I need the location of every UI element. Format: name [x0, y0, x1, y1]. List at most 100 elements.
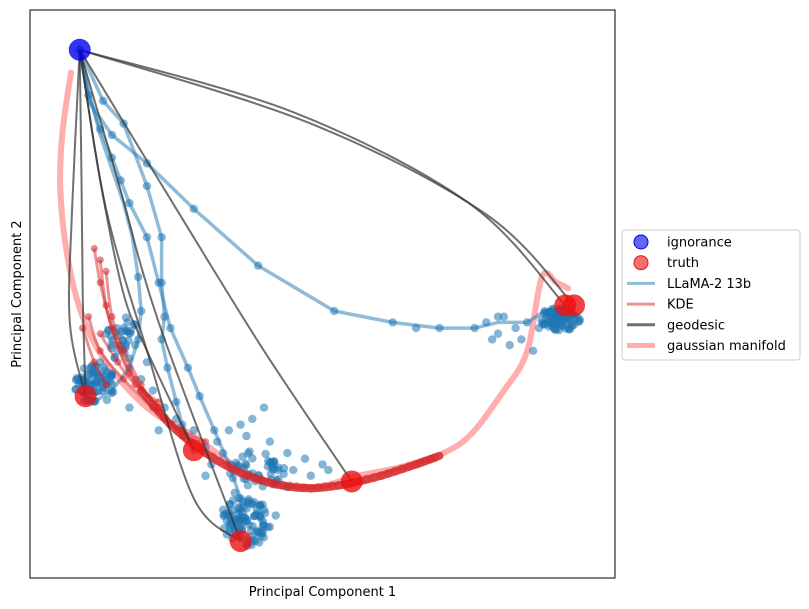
- legend: ignorance truth LLaMA-2 13b KDE geodesic gaus…: [621, 229, 801, 361]
- legend-label-ignorance: ignorance: [667, 236, 732, 251]
- geodesic-line-8: [79, 48, 575, 307]
- llama-cluster-point: [238, 452, 247, 461]
- llama-cluster-point: [229, 496, 238, 505]
- llama-cluster-point: [243, 481, 253, 490]
- llama-cluster-point: [121, 340, 130, 349]
- legend-label-geodesic: geodesic: [667, 318, 725, 333]
- llama-cluster-point: [575, 316, 584, 326]
- llama-point: [265, 437, 275, 446]
- kde-curve-point: [136, 386, 146, 396]
- kde-curve-point: [313, 482, 323, 492]
- kde-curve-point: [154, 406, 164, 416]
- llama-point: [306, 471, 315, 480]
- kde-point: [96, 347, 104, 355]
- llama-point: [183, 363, 193, 373]
- kde-point: [96, 256, 104, 264]
- llama-cluster-point: [94, 378, 104, 387]
- llama-point: [487, 335, 497, 344]
- llama-cluster-point: [258, 516, 267, 526]
- llama-point: [411, 323, 421, 333]
- kde-curve-point: [299, 482, 309, 492]
- kde-curve-point: [320, 482, 330, 492]
- llama-point: [195, 392, 204, 401]
- llama-cluster-point: [242, 515, 252, 525]
- llama-point: [172, 397, 181, 407]
- kde-curve-point: [425, 454, 435, 464]
- kde-curve-point: [292, 482, 302, 492]
- llama-point: [107, 130, 117, 140]
- llama-point: [523, 318, 532, 327]
- geodesic-line-1: [67, 49, 87, 397]
- kde-curve-point: [404, 462, 414, 472]
- llama-cluster-point: [241, 459, 250, 468]
- llama-point: [259, 403, 269, 412]
- y-axis-label: Principal Component 2: [10, 220, 25, 367]
- llama-point: [517, 335, 526, 344]
- x-axis-label: Principal Component 1: [249, 585, 396, 600]
- kde-curve-point: [416, 458, 426, 468]
- llama-point: [528, 346, 538, 355]
- llama-point: [482, 318, 491, 327]
- truth-point: [563, 294, 586, 317]
- kde-curve-point: [306, 483, 316, 493]
- llama-cluster-point: [121, 313, 131, 322]
- llama-point: [318, 460, 327, 469]
- kde-curve-point: [420, 456, 430, 466]
- llama-cluster-point: [263, 522, 272, 532]
- truth-point: [340, 470, 363, 493]
- llama-point: [324, 465, 333, 475]
- kde-main-curve: [137, 386, 444, 493]
- kde-curve-point: [390, 466, 400, 476]
- ignorance-point: [68, 38, 91, 61]
- kde-point: [84, 313, 93, 321]
- kde-curve-point: [236, 468, 246, 478]
- kde-point: [90, 244, 98, 253]
- kde-curve-point: [172, 425, 182, 435]
- legend-box: [621, 229, 801, 361]
- plot-series-layer: [57, 38, 586, 553]
- truth-point: [74, 385, 97, 408]
- kde-curve-point: [264, 477, 274, 487]
- llama-point: [499, 312, 509, 321]
- llama-point: [224, 426, 234, 435]
- llama-point: [213, 437, 222, 446]
- kde-curve-point: [285, 481, 295, 491]
- geodesic-line-4: [78, 49, 242, 542]
- llama-point: [300, 454, 310, 463]
- llama-cluster-point: [253, 509, 262, 518]
- llama-cluster-point: [261, 449, 270, 459]
- llama-point: [505, 340, 514, 350]
- llama-point: [493, 329, 503, 338]
- geodesic-line-2: [78, 49, 87, 397]
- axes-frame: [29, 9, 616, 579]
- kde-curve-point: [257, 475, 267, 485]
- kde-curve-point: [243, 470, 253, 480]
- kde-point: [114, 358, 122, 366]
- truth-point: [182, 439, 205, 462]
- llama-cluster-point: [236, 522, 246, 531]
- llama-cluster-point: [279, 469, 288, 479]
- llama-cluster-point: [539, 319, 548, 329]
- llama-point: [189, 204, 198, 213]
- llama-point: [511, 323, 520, 333]
- llama-cluster-point: [557, 321, 567, 330]
- kde-curve-point: [229, 464, 239, 474]
- llama-point: [131, 340, 140, 350]
- llama-cluster-point: [243, 498, 252, 507]
- llama-cluster-point: [235, 504, 244, 513]
- kde-curve-point: [362, 474, 372, 484]
- llama-point: [154, 426, 163, 435]
- llama-point: [242, 431, 251, 441]
- llama-cluster-point: [252, 526, 262, 536]
- legend-marker-truth: [633, 255, 649, 271]
- llama-cluster-point: [269, 457, 279, 467]
- llama-point: [125, 198, 134, 208]
- llama-point: [435, 323, 444, 333]
- kde-line-kde-3: [104, 271, 143, 386]
- kde-curve-point: [397, 464, 407, 474]
- llama-point: [160, 312, 169, 321]
- llama-point: [493, 312, 503, 321]
- legend-marker-ignorance: [633, 234, 649, 250]
- llama-point: [125, 403, 134, 412]
